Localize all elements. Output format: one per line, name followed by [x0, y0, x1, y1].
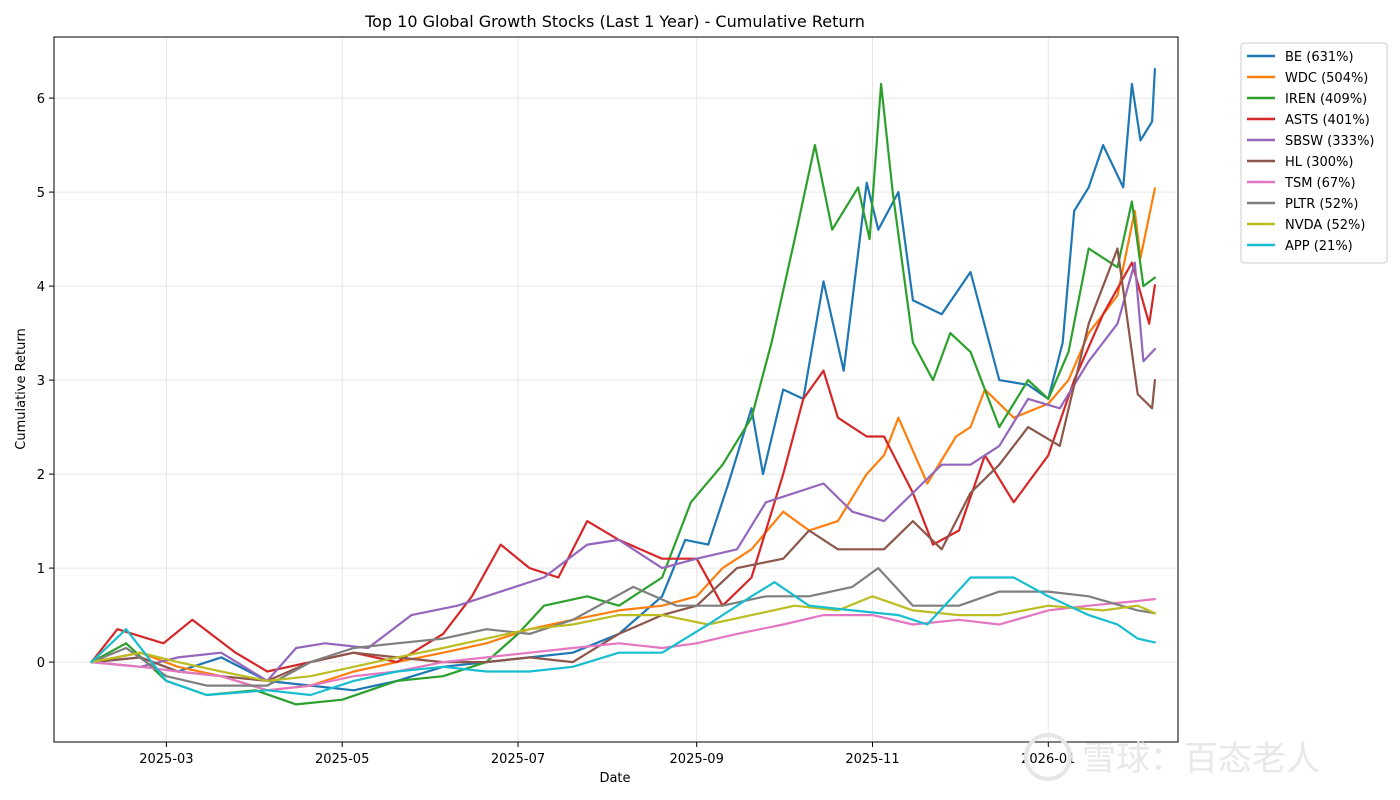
watermark: 雪球：百态老人: [1024, 733, 1320, 781]
x-tick-label: 2025-11: [845, 752, 899, 767]
y-tick-label: 3: [37, 374, 45, 389]
legend-box: [1240, 42, 1388, 264]
x-tick-label: 2025-03: [139, 752, 193, 767]
x-tick-label: 2025-07: [491, 752, 545, 767]
legend-entry: TSM (67%): [1284, 176, 1356, 191]
legend-entry: SBSW (333%): [1285, 134, 1375, 149]
legend-entry: HL (300%): [1285, 155, 1353, 170]
legend-entry: BE (631%): [1285, 50, 1354, 65]
y-tick-label: 0: [37, 656, 45, 671]
legend-entry: WDC (504%): [1285, 71, 1368, 86]
x-axis-label: Date: [599, 771, 630, 786]
y-tick-label: 2: [37, 468, 45, 483]
series-layer: [90, 67, 1156, 706]
legend: BE (631%) WDC (504%) IREN (409%) ASTS (401%…: [1240, 42, 1388, 264]
x-tick-label: 2025-05: [315, 752, 369, 767]
plot-frame: [53, 36, 1179, 743]
legend-entry: PLTR (52%): [1285, 197, 1358, 212]
series-line-sbsw: [90, 261, 1156, 682]
tick-layer: 2025-03 2025-05 2025-07 2025-09 2025-11 2026-…: [37, 92, 1076, 767]
y-tick-label: 1: [37, 562, 45, 577]
series-line-pltr: [90, 567, 1156, 687]
series-line-nvda: [90, 595, 1156, 682]
legend-entry: APP (21%): [1285, 239, 1353, 254]
series-line-tsm: [90, 598, 1156, 692]
watermark-text: 雪球：百态老人: [1082, 739, 1320, 779]
series-line-app: [90, 576, 1156, 697]
legend-entry: ASTS (401%): [1285, 113, 1370, 128]
y-tick-label: 6: [37, 92, 45, 107]
grid-layer: [54, 37, 1178, 742]
y-tick-label: 5: [37, 186, 45, 201]
chart-title: Top 10 Global Growth Stocks (Last 1 Year…: [364, 12, 865, 31]
y-tick-label: 4: [37, 280, 45, 295]
legend-entry: NVDA (52%): [1285, 218, 1365, 233]
series-line-iren: [90, 82, 1156, 706]
legend-entry: IREN (409%): [1285, 92, 1367, 107]
x-tick-label: 2025-09: [670, 752, 724, 767]
series-line-wdc: [90, 187, 1156, 692]
y-axis-label: Cumulative Return: [14, 328, 29, 449]
x-tick-label: 2026-01: [1021, 752, 1075, 767]
